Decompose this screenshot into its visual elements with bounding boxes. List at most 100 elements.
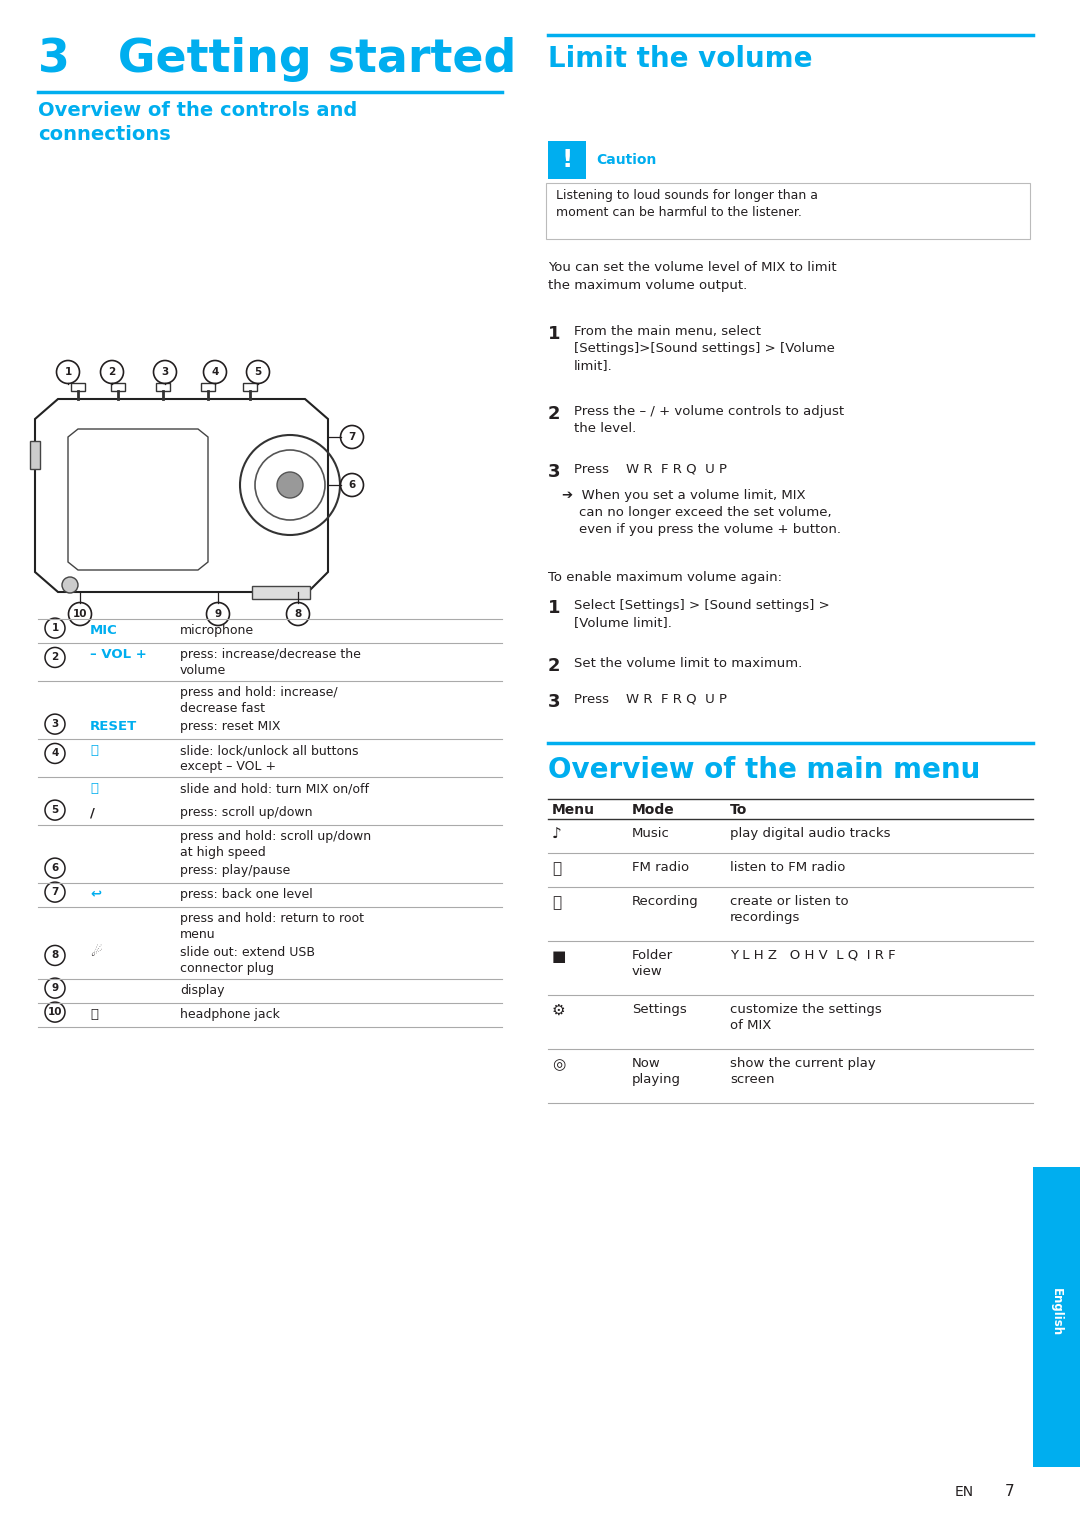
- Text: Overview of the controls and
connections: Overview of the controls and connections: [38, 101, 357, 144]
- Text: Folder
view: Folder view: [632, 948, 673, 977]
- Text: 7: 7: [349, 432, 355, 441]
- Text: Set the volume limit to maximum.: Set the volume limit to maximum.: [573, 657, 802, 670]
- Text: ⏻: ⏻: [90, 782, 98, 796]
- Text: ◎: ◎: [552, 1057, 565, 1072]
- Text: play digital audio tracks: play digital audio tracks: [730, 828, 891, 840]
- Text: Recording: Recording: [632, 895, 699, 909]
- Text: EN: EN: [955, 1484, 974, 1500]
- Text: Music: Music: [632, 828, 670, 840]
- Text: 4: 4: [52, 748, 58, 759]
- Text: 10: 10: [72, 609, 87, 618]
- Text: 6: 6: [349, 479, 355, 490]
- Text: show the current play
screen: show the current play screen: [730, 1057, 876, 1086]
- Text: press: scroll up/down: press: scroll up/down: [180, 806, 312, 818]
- Text: press: back one level: press: back one level: [180, 889, 313, 901]
- Bar: [111, 383, 125, 391]
- Bar: [252, 586, 310, 599]
- Text: 1: 1: [52, 623, 58, 634]
- Text: Mode: Mode: [632, 803, 675, 817]
- Text: Y L H Z   O H V  L Q  I R F: Y L H Z O H V L Q I R F: [730, 948, 895, 962]
- Text: 📷: 📷: [552, 861, 562, 876]
- Bar: [156, 383, 170, 391]
- Text: 2: 2: [108, 366, 116, 377]
- Bar: [243, 383, 257, 391]
- Text: ↩: ↩: [90, 889, 102, 901]
- Text: press and hold: scroll up/down
at high speed: press and hold: scroll up/down at high s…: [180, 831, 372, 860]
- Bar: [548, 140, 586, 179]
- Text: Listening to loud sounds for longer than a
moment can be harmful to the listener: Listening to loud sounds for longer than…: [556, 189, 818, 220]
- Text: 3: 3: [161, 366, 168, 377]
- Text: RESET: RESET: [90, 721, 137, 733]
- Text: MIC: MIC: [90, 625, 118, 637]
- Text: slide: lock/unlock all buttons
except – VOL +: slide: lock/unlock all buttons except – …: [180, 744, 359, 773]
- Text: 2: 2: [548, 405, 561, 423]
- Text: 🎧: 🎧: [90, 1008, 98, 1022]
- Bar: [71, 383, 85, 391]
- Text: 3   Getting started: 3 Getting started: [38, 37, 516, 82]
- Text: create or listen to
recordings: create or listen to recordings: [730, 895, 849, 924]
- Text: ⚙: ⚙: [552, 1003, 566, 1019]
- Text: FM radio: FM radio: [632, 861, 689, 873]
- Text: 7: 7: [52, 887, 58, 898]
- Text: ♪: ♪: [552, 828, 562, 841]
- Text: From the main menu, select
[Settings]>[Sound settings] > [Volume
limit].: From the main menu, select [Settings]>[S…: [573, 325, 835, 373]
- Text: – VOL +: – VOL +: [90, 647, 147, 661]
- Text: Settings: Settings: [632, 1003, 687, 1015]
- Circle shape: [276, 472, 303, 498]
- Circle shape: [62, 577, 78, 592]
- Text: press: play/pause: press: play/pause: [180, 864, 291, 876]
- Text: !: !: [562, 148, 572, 173]
- Text: headphone jack: headphone jack: [180, 1008, 280, 1022]
- Text: 3: 3: [52, 719, 58, 728]
- Text: 🎤: 🎤: [552, 895, 562, 910]
- Text: 🔒: 🔒: [90, 744, 98, 757]
- Text: Select [Settings] > [Sound settings] >
[Volume limit].: Select [Settings] > [Sound settings] > […: [573, 599, 829, 629]
- Text: listen to FM radio: listen to FM radio: [730, 861, 846, 873]
- Text: 9: 9: [52, 983, 58, 993]
- Text: customize the settings
of MIX: customize the settings of MIX: [730, 1003, 881, 1032]
- Text: slide and hold: turn MIX on/off: slide and hold: turn MIX on/off: [180, 782, 369, 796]
- Text: press and hold: increase/
decrease fast: press and hold: increase/ decrease fast: [180, 686, 338, 715]
- Text: 5: 5: [52, 805, 58, 815]
- Text: 1: 1: [65, 366, 71, 377]
- Text: 7: 7: [1005, 1484, 1014, 1500]
- Text: Menu: Menu: [552, 803, 595, 817]
- Text: You can set the volume level of MIX to limit
the maximum volume output.: You can set the volume level of MIX to l…: [548, 261, 837, 292]
- Text: Overview of the main menu: Overview of the main menu: [548, 756, 981, 783]
- Text: 9: 9: [215, 609, 221, 618]
- Text: /: /: [90, 806, 95, 818]
- Text: ☄: ☄: [90, 947, 102, 959]
- Text: Now
playing: Now playing: [632, 1057, 681, 1086]
- Bar: [30, 441, 40, 469]
- Text: 5: 5: [255, 366, 261, 377]
- Text: 1: 1: [548, 325, 561, 344]
- Text: 8: 8: [295, 609, 301, 618]
- Text: 3: 3: [548, 693, 561, 712]
- Text: Press    W R  F R Q  U P: Press W R F R Q U P: [573, 463, 727, 476]
- FancyBboxPatch shape: [546, 183, 1030, 240]
- Text: Limit the volume: Limit the volume: [548, 44, 812, 73]
- Text: 3: 3: [548, 463, 561, 481]
- Bar: [1032, 1167, 1080, 1467]
- Text: press: reset MIX: press: reset MIX: [180, 721, 281, 733]
- Text: 1: 1: [548, 599, 561, 617]
- Text: display: display: [180, 983, 225, 997]
- Text: ➔  When you set a volume limit, MIX
    can no longer exceed the set volume,
   : ➔ When you set a volume limit, MIX can n…: [562, 489, 841, 536]
- Text: 2: 2: [52, 652, 58, 663]
- Text: 10: 10: [48, 1008, 63, 1017]
- Bar: [201, 383, 215, 391]
- Text: 2: 2: [548, 657, 561, 675]
- Text: 8: 8: [52, 950, 58, 960]
- Text: press: increase/decrease the
volume: press: increase/decrease the volume: [180, 647, 361, 676]
- Text: 6: 6: [52, 863, 58, 873]
- Text: To enable maximum volume again:: To enable maximum volume again:: [548, 571, 782, 583]
- Text: To: To: [730, 803, 747, 817]
- Text: English: English: [1050, 1287, 1063, 1336]
- Text: Caution: Caution: [596, 153, 657, 166]
- Text: ■: ■: [552, 948, 566, 964]
- Text: slide out: extend USB
connector plug: slide out: extend USB connector plug: [180, 947, 315, 976]
- Text: 4: 4: [212, 366, 218, 377]
- Text: press and hold: return to root
menu: press and hold: return to root menu: [180, 912, 364, 941]
- Text: microphone: microphone: [180, 625, 254, 637]
- Text: Press the – / + volume controls to adjust
the level.: Press the – / + volume controls to adjus…: [573, 405, 845, 435]
